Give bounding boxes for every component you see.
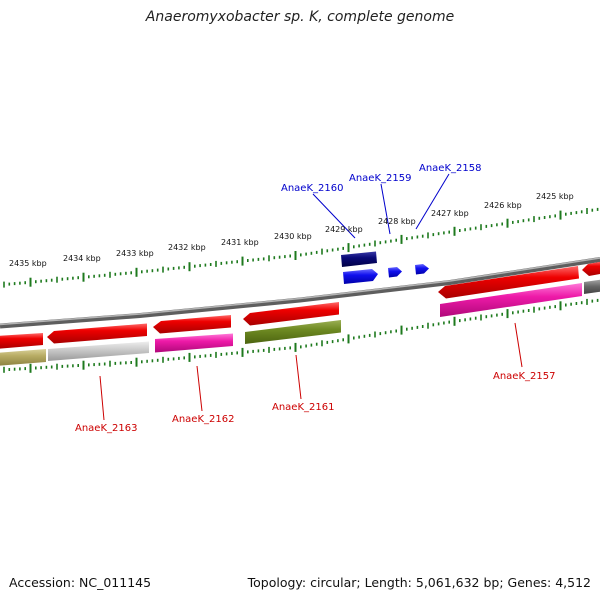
callout-line-anaek-2161 bbox=[295, 354, 302, 400]
gene-red-1[interactable] bbox=[0, 333, 43, 349]
gene-label-anaek-2162[interactable]: AnaeK_2162 bbox=[172, 414, 234, 425]
gene-anaek-2158[interactable] bbox=[415, 264, 429, 275]
callout-line-anaek-2163 bbox=[99, 375, 105, 421]
gene-anaek-2161[interactable] bbox=[245, 320, 341, 344]
gene-red-4[interactable] bbox=[243, 302, 339, 326]
gene-anaek-2163[interactable] bbox=[48, 341, 149, 362]
scale-labels: 2435 kbp 2434 kbp 2433 kbp 2432 kbp 2431… bbox=[9, 192, 574, 268]
gene-track-forward bbox=[341, 251, 429, 284]
scale-label-2425: 2425 kbp bbox=[536, 192, 574, 201]
topology-summary: Topology: circular; Length: 5,061,632 bp… bbox=[247, 575, 591, 590]
map-title: Anaeromyxobacter sp. K, complete genome bbox=[145, 9, 455, 25]
callout-line-anaek-2162 bbox=[196, 365, 203, 412]
gene-anaek-2163-khaki[interactable] bbox=[0, 349, 46, 366]
gene-label-anaek-2160[interactable]: AnaeK_2160 bbox=[281, 183, 343, 194]
scale-label-2432: 2432 kbp bbox=[168, 243, 206, 252]
gene-grey-edge[interactable] bbox=[584, 279, 600, 294]
gene-label-anaek-2159[interactable]: AnaeK_2159 bbox=[349, 173, 411, 184]
gene-anaek-2160-fill bbox=[343, 269, 378, 284]
scale-label-2433: 2433 kbp bbox=[116, 249, 154, 258]
scale-label-2429: 2429 kbp bbox=[325, 225, 363, 234]
gene-red-5[interactable] bbox=[438, 266, 579, 299]
callout-line-anaek-2158 bbox=[415, 173, 450, 230]
scale-track-bottom bbox=[3, 298, 599, 373]
gene-label-anaek-2161[interactable]: AnaeK_2161 bbox=[272, 402, 334, 413]
scale-label-2428: 2428 kbp bbox=[378, 217, 416, 226]
gene-anaek-2162[interactable] bbox=[155, 333, 233, 353]
gene-anaek-2159[interactable] bbox=[388, 267, 402, 278]
gene-label-anaek-2163[interactable]: AnaeK_2163 bbox=[75, 423, 137, 434]
scale-label-2430: 2430 kbp bbox=[274, 232, 312, 241]
gene-anaek-2157[interactable] bbox=[440, 283, 582, 317]
scale-label-2427: 2427 kbp bbox=[431, 209, 469, 218]
scale-track-top bbox=[3, 207, 599, 288]
scale-label-2435: 2435 kbp bbox=[9, 259, 47, 268]
scale-label-2431: 2431 kbp bbox=[221, 238, 259, 247]
gene-track-reverse-inner bbox=[0, 261, 600, 349]
scale-label-2426: 2426 kbp bbox=[484, 201, 522, 210]
gene-red-3[interactable] bbox=[153, 315, 231, 334]
accession-text: Accession: NC_011145 bbox=[9, 575, 152, 590]
callout-line-anaek-2159 bbox=[380, 183, 391, 235]
callout-line-anaek-2157 bbox=[514, 322, 523, 368]
gene-red-2[interactable] bbox=[47, 323, 147, 344]
genome-backbone bbox=[0, 257, 600, 329]
gene-track-reverse-outer bbox=[0, 279, 600, 366]
callout-line-anaek-2160 bbox=[312, 193, 356, 239]
genome-backbone-highlight bbox=[0, 257, 600, 326]
callout-lines bbox=[99, 173, 523, 421]
gene-label-anaek-2158[interactable]: AnaeK_2158 bbox=[419, 163, 481, 174]
gene-anaek-2160[interactable] bbox=[341, 251, 377, 268]
gene-red-6[interactable] bbox=[582, 261, 600, 276]
gene-labels: AnaeK_2160 AnaeK_2159 AnaeK_2158 AnaeK_2… bbox=[75, 163, 555, 434]
gene-label-anaek-2157[interactable]: AnaeK_2157 bbox=[493, 371, 555, 382]
scale-label-2434: 2434 kbp bbox=[63, 254, 101, 263]
